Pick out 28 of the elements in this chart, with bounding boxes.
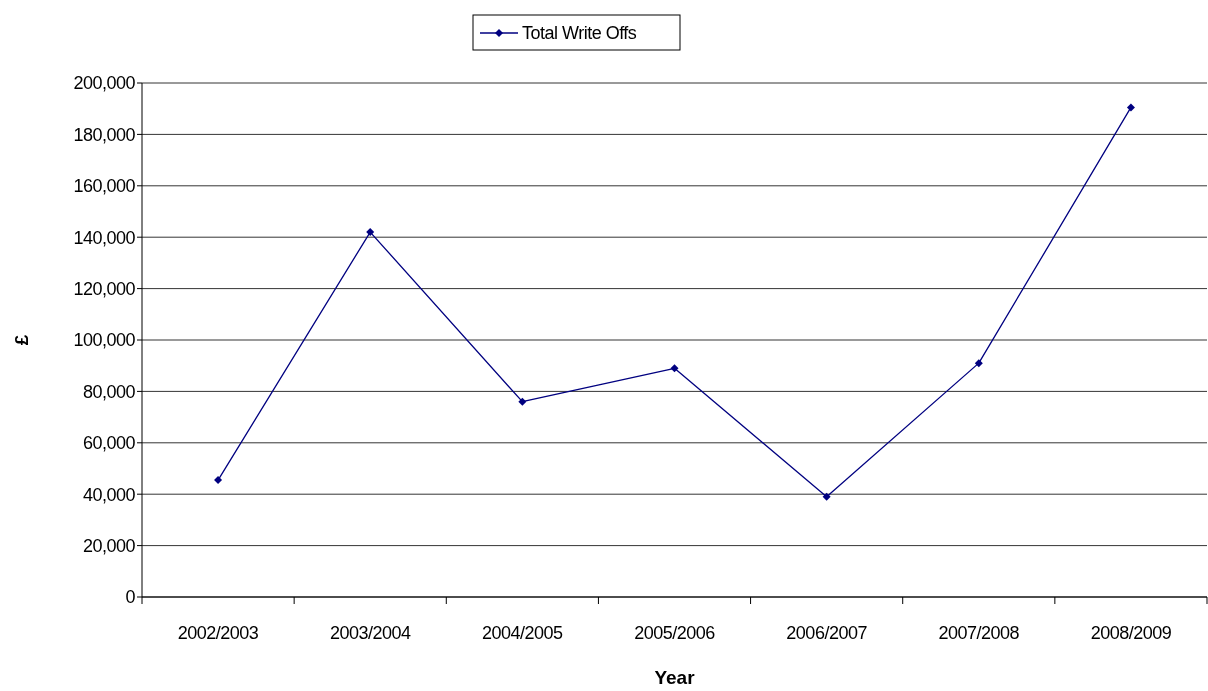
point — [366, 228, 375, 237]
y-tick-label: 20,000 — [82, 535, 136, 556]
x-axis-title: Year — [654, 667, 696, 688]
x-tick-label: 2002/2003 — [177, 623, 259, 643]
point — [822, 492, 831, 501]
x-tick-label: 2005/2006 — [634, 623, 716, 643]
point — [1126, 103, 1135, 112]
x-tick-label: 2003/2004 — [329, 623, 411, 643]
x-tick-label: 2006/2007 — [786, 623, 868, 643]
y-tick-label: 100,000 — [73, 330, 136, 351]
y-tick-label: 120,000 — [73, 278, 136, 299]
y-tick-label: 200,000 — [73, 73, 136, 94]
x-tick-label: 2008/2009 — [1090, 623, 1172, 643]
x-tick-label: 2007/2008 — [938, 623, 1020, 643]
point — [670, 364, 679, 373]
y-tick-label: 0 — [125, 587, 136, 608]
y-tick-label: 180,000 — [73, 124, 136, 145]
y-tick-label: 160,000 — [73, 176, 136, 197]
point — [518, 397, 527, 406]
point — [214, 476, 223, 485]
y-tick-label: 40,000 — [82, 484, 136, 505]
point — [974, 359, 983, 368]
y-tick-label: 80,000 — [82, 381, 136, 402]
y-axis-title: £ — [11, 334, 32, 346]
y-tick-label: 60,000 — [82, 433, 136, 454]
x-tick-label: 2004/2005 — [482, 623, 564, 643]
y-tick-label: 140,000 — [73, 227, 136, 248]
legend-label: Total Write Offs — [522, 23, 637, 44]
